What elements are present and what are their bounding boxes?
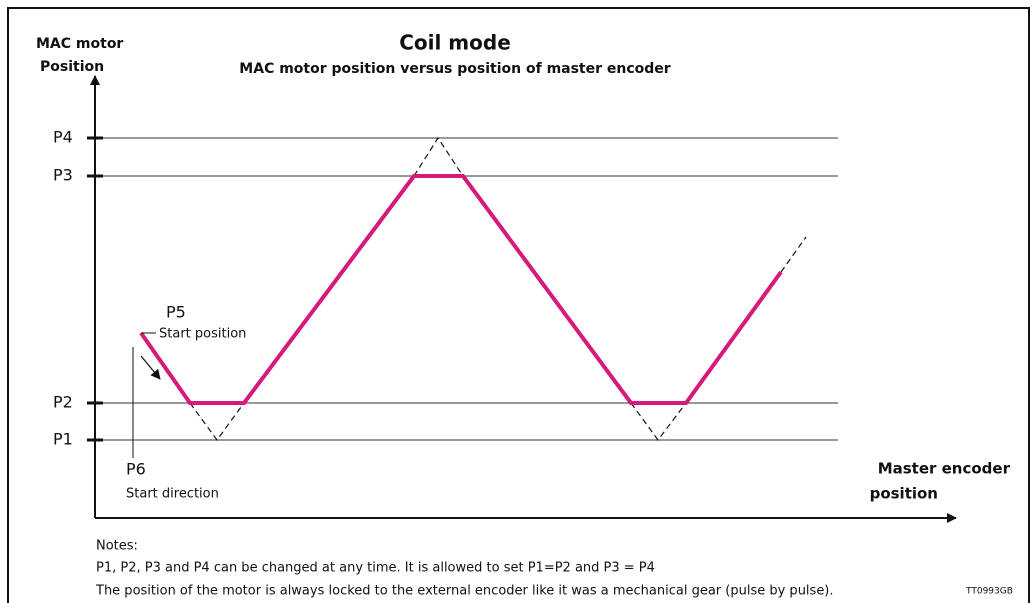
level-label: P4 — [53, 128, 73, 147]
note: P1, P2, P3 and P4 can be changed at any … — [96, 561, 655, 576]
note: The position of the motor is always lock… — [95, 584, 834, 599]
start-position-text: Start position — [159, 327, 246, 342]
subtitle: MAC motor position versus position of ma… — [239, 61, 670, 77]
motor-path — [139, 174, 783, 405]
reference: TT0993GB — [965, 587, 1013, 597]
level-label: P3 — [53, 166, 73, 185]
start-position-label: P5 — [166, 303, 186, 322]
title: Coil mode — [399, 31, 511, 55]
level-label: P2 — [53, 393, 73, 412]
notes-heading: Notes: — [96, 539, 138, 554]
start-direction-text: Start direction — [126, 487, 219, 502]
start-direction-label: P6 — [126, 460, 146, 479]
x-axis-label: Master encoder — [878, 460, 1011, 478]
y-axis-label: Position — [40, 59, 104, 75]
level-label: P1 — [53, 430, 73, 449]
y-axis-label: MAC motor — [36, 36, 123, 52]
dashed-path — [189, 136, 807, 442]
x-axis-label: position — [870, 485, 938, 503]
frame — [7, 7, 1030, 603]
direction-arrow — [140, 355, 161, 380]
